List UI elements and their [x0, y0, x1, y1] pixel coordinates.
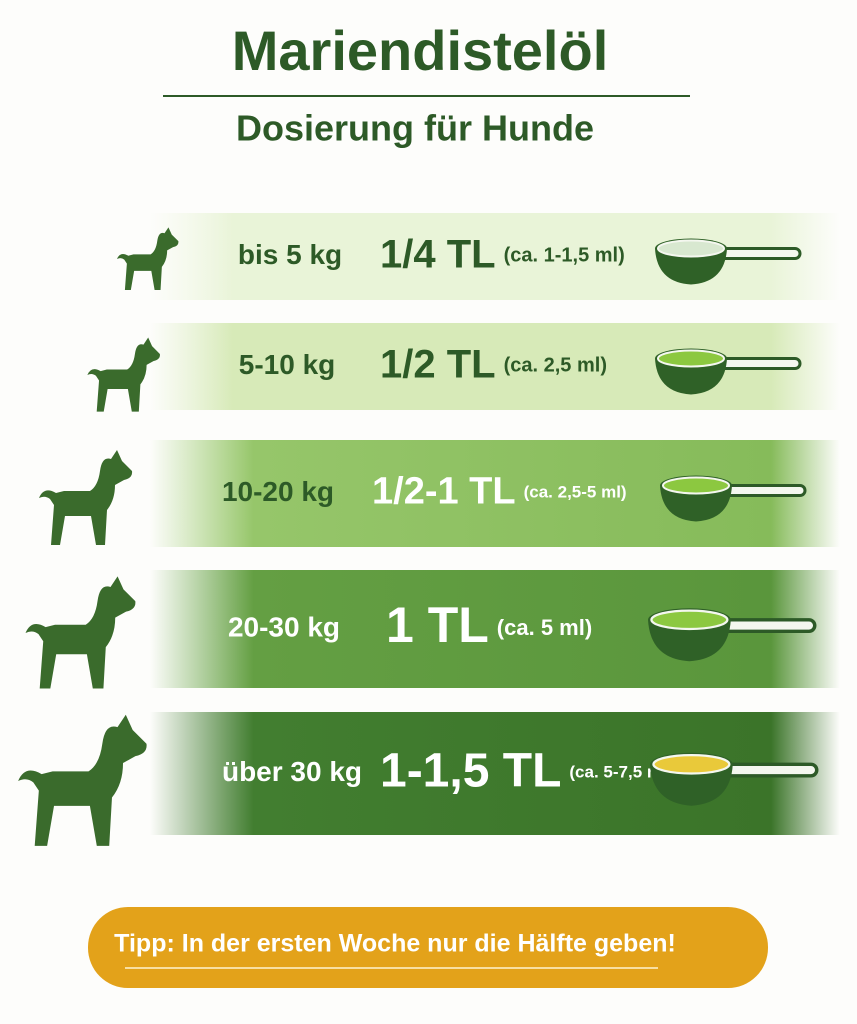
spoon-oil — [652, 753, 731, 775]
spoon-icon — [655, 348, 802, 395]
spoon-oil — [657, 349, 725, 368]
spoon-oil — [662, 476, 730, 495]
weight: über 30 kg — [222, 756, 362, 787]
dose-note: (ca. 2,5-5 ml) — [524, 483, 627, 502]
spoon-icon — [648, 608, 817, 662]
spoon-icon — [660, 475, 807, 522]
spoon-oil — [650, 609, 729, 631]
dose-note: (ca. 5-7,5 ml) — [569, 763, 672, 782]
dose: 1/4 TL — [380, 232, 496, 276]
dose-rows: bis 5 kg 1/4 TL (ca. 1-1,5 ml) 5-10 kg 1/2 T… — [18, 213, 840, 846]
spoon-icon — [650, 752, 819, 806]
dog-icon — [39, 450, 133, 545]
dose-line: 1 TL (ca. 5 ml) — [386, 597, 592, 653]
spoon-icon — [655, 238, 802, 285]
dose-line: 1/2-1 TL (ca. 2,5-5 ml) — [372, 471, 627, 513]
dose-note: (ca. 5 ml) — [497, 615, 592, 640]
tip-text: Tipp: In der ersten Woche nur die Hälfte… — [114, 930, 676, 958]
dose-note: (ca. 2,5 ml) — [504, 355, 607, 377]
subtitle: Dosierung für Hunde — [236, 108, 594, 149]
dog-icon — [18, 714, 147, 846]
dose-line: 1/4 TL (ca. 1-1,5 ml) — [380, 232, 625, 276]
dog-icon — [87, 337, 160, 412]
dose: 1-1,5 TL — [380, 744, 561, 797]
dose-note: (ca. 1-1,5 ml) — [504, 245, 625, 267]
dose: 1 TL — [386, 597, 489, 653]
spoon-oil — [657, 239, 725, 258]
title: Mariendistelöl — [232, 19, 609, 82]
dose-line: 1-1,5 TL (ca. 5-7,5 ml) — [380, 744, 672, 797]
weight: bis 5 kg — [238, 239, 342, 270]
weight: 20-30 kg — [228, 611, 340, 642]
dose-line: 1/2 TL (ca. 2,5 ml) — [380, 342, 607, 386]
dose: 1/2 TL — [380, 342, 496, 386]
dog-icon — [116, 227, 179, 291]
weight: 10-20 kg — [222, 476, 334, 507]
dose: 1/2-1 TL — [372, 471, 516, 513]
dog-icon — [25, 576, 136, 689]
weight: 5-10 kg — [239, 349, 336, 380]
